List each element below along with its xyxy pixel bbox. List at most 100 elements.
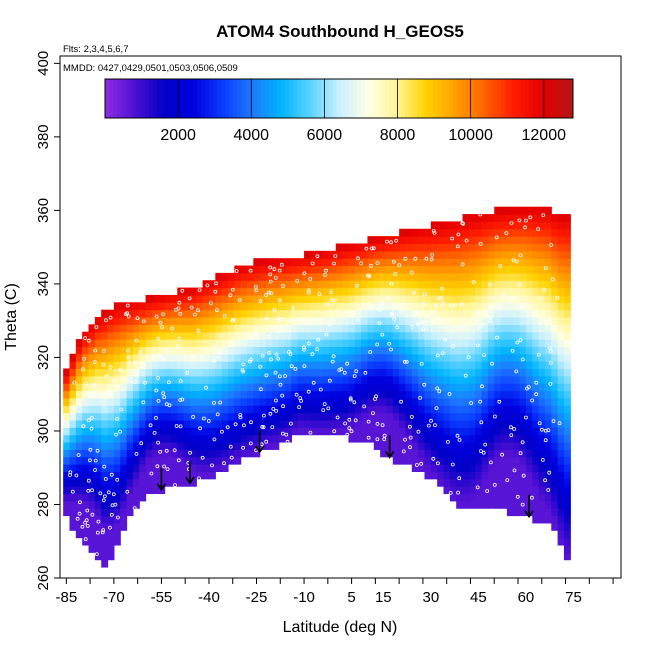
- field-cell: [475, 353, 483, 362]
- field-cell: [557, 294, 565, 303]
- field-cell: [525, 405, 533, 414]
- observation-point: [475, 485, 480, 490]
- colorbar-segment: [561, 79, 566, 118]
- field-cell: [494, 486, 502, 495]
- field-cell: [316, 258, 324, 267]
- field-cell: [487, 353, 495, 362]
- colorbar-segment: [313, 79, 318, 118]
- colorbar-segment: [337, 79, 342, 118]
- field-cell: [101, 427, 109, 436]
- field-cell: [221, 368, 229, 377]
- field-cell: [386, 317, 394, 325]
- field-cell: [544, 405, 552, 414]
- observation-point: [108, 525, 112, 530]
- field-cell: [456, 464, 464, 472]
- field-cell: [69, 441, 77, 450]
- field-cell: [506, 265, 514, 274]
- field-cell: [367, 368, 375, 377]
- field-cell: [75, 353, 83, 362]
- field-cell: [462, 214, 470, 223]
- field-cell: [551, 522, 559, 531]
- field-cell: [405, 427, 413, 436]
- field-cell: [88, 434, 96, 443]
- field-cell: [481, 287, 489, 296]
- x-tick-label: 30: [422, 589, 439, 606]
- observation-point: [505, 478, 510, 483]
- field-cell: [316, 346, 324, 355]
- observation-point: [72, 380, 77, 385]
- field-cell: [563, 317, 571, 325]
- field-cell: [380, 375, 388, 384]
- field-cell: [519, 464, 527, 472]
- observation-point: [403, 256, 408, 261]
- field-cell: [456, 221, 464, 230]
- field-cell: [158, 361, 166, 370]
- observation-point: [321, 408, 326, 413]
- observation-point: [113, 502, 118, 507]
- field-cell: [215, 375, 223, 384]
- observation-point: [544, 266, 548, 271]
- field-cell: [285, 375, 292, 384]
- field-cell: [335, 287, 343, 296]
- field-cell: [145, 486, 153, 495]
- observation-point: [68, 473, 72, 477]
- field-cell: [481, 405, 489, 414]
- field-cell: [519, 280, 527, 289]
- field-cell: [494, 339, 502, 348]
- field-cell: [551, 368, 559, 377]
- observation-point: [276, 316, 281, 321]
- field-cell: [354, 346, 362, 355]
- field-cell: [563, 544, 571, 553]
- colorbar-segment: [209, 79, 214, 118]
- field-cell: [487, 434, 495, 443]
- field-cell: [113, 339, 121, 348]
- field-cell: [196, 412, 204, 421]
- field-cell: [443, 302, 451, 311]
- field-cell: [221, 317, 229, 325]
- field-cell: [69, 471, 77, 480]
- field-cell: [113, 324, 121, 333]
- field-cell: [335, 294, 343, 303]
- observation-point: [248, 441, 253, 446]
- field-cell: [348, 287, 356, 296]
- field-cell: [373, 353, 381, 362]
- field-cell: [310, 405, 318, 414]
- observation-point: [141, 360, 146, 365]
- field-cell: [297, 324, 305, 333]
- observation-point: [402, 359, 407, 364]
- field-cell: [443, 441, 451, 450]
- colorbar-segment: [265, 79, 270, 118]
- field-cell: [316, 302, 324, 311]
- field-cell: [475, 493, 483, 502]
- observation-point: [329, 290, 334, 295]
- field-cell: [310, 427, 318, 436]
- field-cell: [253, 272, 261, 281]
- field-cell: [316, 324, 324, 333]
- observation-point: [355, 283, 359, 288]
- field-cell: [170, 449, 178, 458]
- field-cell: [481, 486, 489, 495]
- observation-point: [435, 386, 440, 391]
- field-cell: [208, 427, 216, 436]
- field-cell: [563, 515, 571, 524]
- field-cell: [202, 427, 210, 436]
- field-cell: [107, 537, 115, 546]
- field-cell: [468, 265, 476, 274]
- field-cell: [348, 294, 356, 303]
- field-cell: [405, 243, 413, 252]
- field-cell: [449, 265, 457, 274]
- field-cell: [532, 390, 540, 399]
- field-cell: [310, 412, 318, 421]
- field-cell: [120, 317, 128, 325]
- observation-point: [325, 302, 330, 307]
- observation-point: [176, 458, 181, 463]
- field-cell: [557, 265, 565, 274]
- observation-point: [103, 477, 108, 481]
- field-cell: [513, 390, 521, 399]
- observation-point: [141, 319, 146, 324]
- field-cell: [449, 287, 457, 296]
- field-cell: [468, 368, 476, 377]
- field-cell: [329, 331, 337, 340]
- field-cell: [297, 353, 305, 362]
- field-cell: [399, 405, 407, 414]
